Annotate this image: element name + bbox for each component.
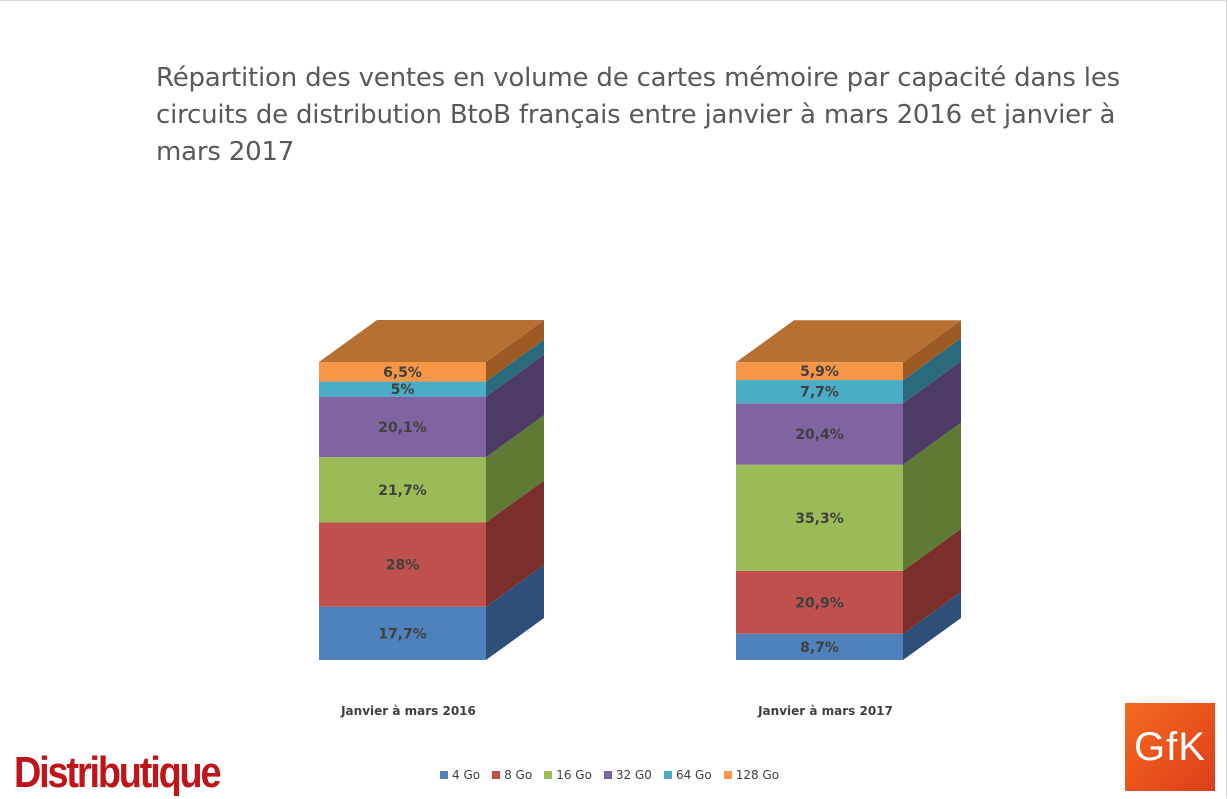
chart-title: Répartition des ventes en volume de cart… bbox=[156, 63, 1120, 167]
legend-swatch bbox=[603, 771, 612, 779]
data-label-1-3: 20,4% bbox=[795, 427, 844, 443]
data-label-0-1: 28% bbox=[386, 558, 420, 574]
legend-label: 4 Go bbox=[452, 768, 481, 782]
legend-swatch bbox=[440, 771, 448, 779]
bar-side-1-4-go bbox=[903, 591, 961, 660]
legend-label: 8 Go bbox=[504, 768, 533, 782]
category-label-0: Janvier à mars 2016 bbox=[340, 704, 476, 718]
bar-side-1-64-go bbox=[903, 338, 961, 404]
bar-segment-0-32-g0 bbox=[319, 396, 486, 458]
bar-segment-0-128-go bbox=[319, 362, 486, 382]
bar-segment-1-8-go bbox=[736, 570, 903, 634]
legend-item: 32 G0 bbox=[603, 768, 652, 782]
gfk-logo: GfK bbox=[1125, 703, 1215, 791]
bar-top-1 bbox=[736, 320, 961, 363]
data-label-1-5: 5,9% bbox=[800, 364, 839, 380]
data-label-0-2: 21,7% bbox=[378, 483, 427, 499]
bar-side-0-128-go bbox=[486, 320, 544, 382]
legend-item: 4 Go bbox=[440, 768, 480, 782]
legend-item: 8 Go bbox=[492, 768, 532, 782]
bar-segment-1-128-go bbox=[736, 362, 903, 381]
bar-segment-1-16-go bbox=[736, 464, 903, 571]
gfk-logo-text: GfK bbox=[1134, 724, 1206, 769]
category-label-1: Janvier à mars 2017 bbox=[757, 704, 893, 718]
bar-side-0-8-go bbox=[486, 480, 544, 607]
legend-item: 128 Go bbox=[723, 768, 780, 782]
bar-side-1-128-go bbox=[903, 320, 961, 381]
data-label-1-2: 35,3% bbox=[795, 511, 844, 527]
legend-label: 128 Go bbox=[735, 768, 780, 782]
bar-side-0-4-go bbox=[486, 564, 544, 660]
bar-side-0-16-go bbox=[486, 415, 544, 523]
bar-segment-0-64-go bbox=[319, 381, 486, 397]
bar-segment-0-4-go bbox=[319, 606, 486, 660]
bar-segment-1-32-g0 bbox=[736, 403, 903, 465]
bar-side-1-16-go bbox=[903, 422, 961, 571]
bar-segment-1-64-go bbox=[736, 380, 903, 404]
legend-swatch bbox=[663, 771, 672, 779]
distributique-logo: Distributique bbox=[14, 748, 222, 797]
data-label-0-3: 20,1% bbox=[378, 420, 427, 436]
bar-side-0-32-g0 bbox=[486, 354, 544, 458]
legend-swatch bbox=[492, 771, 501, 779]
data-label-0-5: 6,5% bbox=[383, 365, 422, 381]
legend-swatch bbox=[723, 771, 732, 779]
data-label-1-0: 8,7% bbox=[800, 640, 839, 656]
bar-top-0 bbox=[319, 320, 544, 363]
bar-segment-0-16-go bbox=[319, 457, 486, 523]
bar-side-1-32-g0 bbox=[903, 361, 961, 465]
data-label-1-1: 20,9% bbox=[795, 595, 844, 611]
legend-swatch bbox=[544, 771, 553, 779]
legend-item: 64 Go bbox=[663, 768, 712, 782]
bar-segment-1-4-go bbox=[736, 633, 903, 660]
legend-label: 32 G0 bbox=[615, 768, 652, 782]
data-label-0-0: 17,7% bbox=[378, 626, 427, 642]
legend-label: 64 Go bbox=[675, 768, 712, 782]
bar-side-1-8-go bbox=[903, 528, 961, 634]
legend-item: 16 Go bbox=[544, 768, 592, 782]
data-label-0-4: 5% bbox=[391, 382, 415, 398]
chart-legend: 4 Go 8 Go 16 Go 32 G0 64 Go 128 Go bbox=[440, 766, 779, 784]
legend-label: 16 Go bbox=[556, 768, 592, 782]
data-label-1-4: 7,7% bbox=[800, 385, 839, 401]
bar-segment-0-8-go bbox=[319, 522, 486, 607]
bar-side-0-64-go bbox=[486, 339, 544, 397]
